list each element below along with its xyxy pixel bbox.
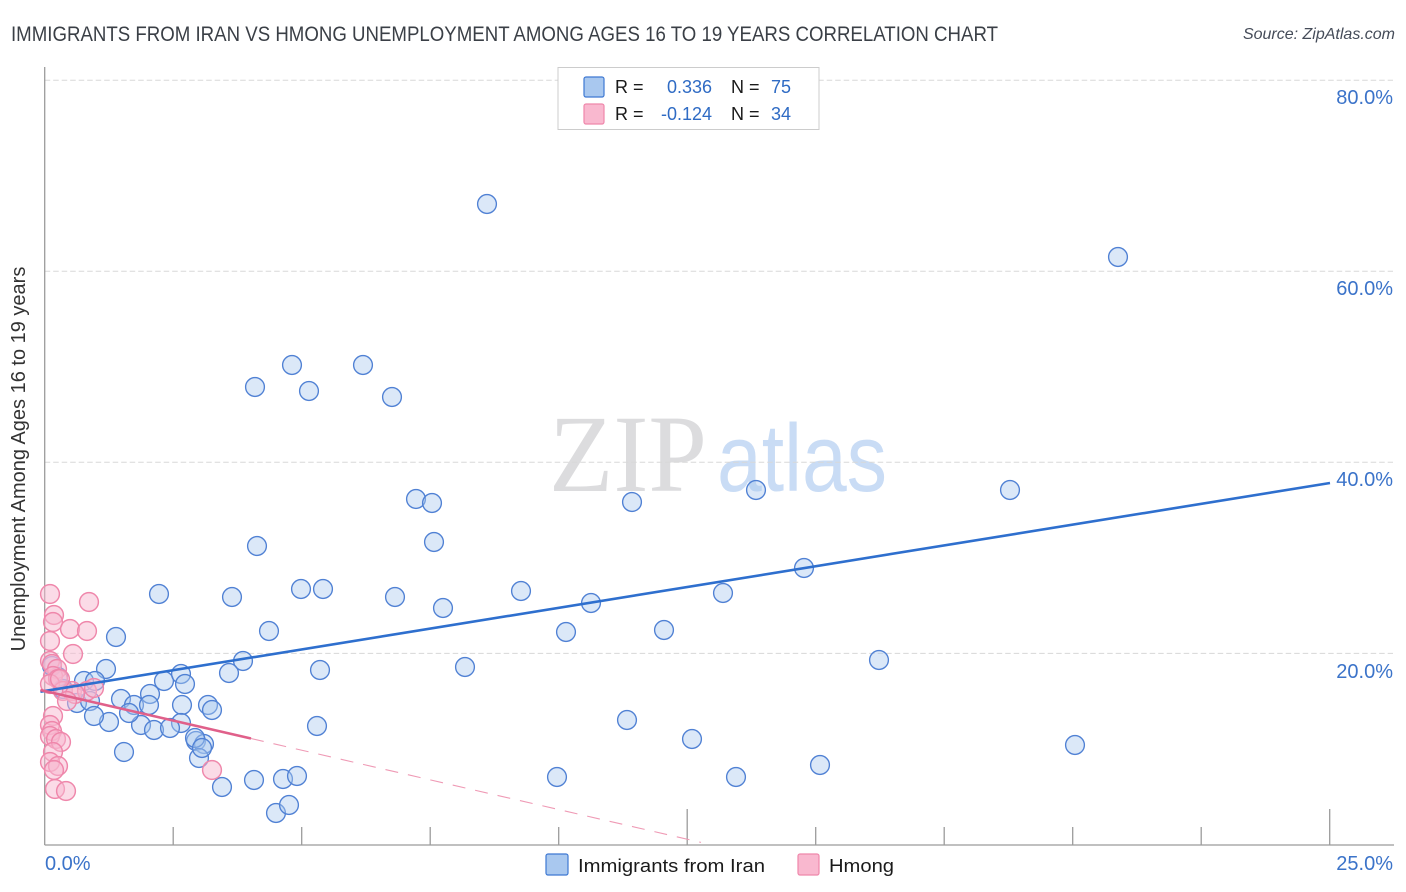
svg-text:Immigrants from Iran: Immigrants from Iran	[578, 856, 765, 876]
svg-text:75: 75	[771, 77, 791, 97]
svg-text:N =: N =	[731, 104, 760, 124]
svg-text:Hmong: Hmong	[829, 856, 894, 876]
svg-text:R =: R =	[615, 104, 644, 124]
svg-text:N =: N =	[731, 77, 760, 97]
svg-text:60.0%: 60.0%	[1336, 278, 1393, 300]
svg-text:80.0%: 80.0%	[1336, 87, 1393, 109]
svg-text:40.0%: 40.0%	[1336, 469, 1393, 491]
svg-text:34: 34	[771, 104, 791, 124]
svg-text:0.0%: 0.0%	[45, 853, 91, 875]
svg-text:25.0%: 25.0%	[1336, 853, 1393, 875]
svg-text:IMMIGRANTS FROM IRAN VS HMONG: IMMIGRANTS FROM IRAN VS HMONG UNEMPLOYME…	[11, 22, 998, 46]
svg-text:-0.124: -0.124	[661, 104, 712, 124]
svg-text:Source: ZipAtlas.com: Source: ZipAtlas.com	[1243, 26, 1395, 43]
svg-text:ZIP: ZIP	[549, 393, 707, 515]
svg-text:0.336: 0.336	[667, 77, 712, 97]
svg-text:Unemployment Among Ages 16 to: Unemployment Among Ages 16 to 19 years	[8, 267, 30, 652]
svg-text:20.0%: 20.0%	[1336, 661, 1393, 683]
svg-text:atlas: atlas	[717, 405, 887, 512]
svg-text:R =: R =	[615, 77, 644, 97]
